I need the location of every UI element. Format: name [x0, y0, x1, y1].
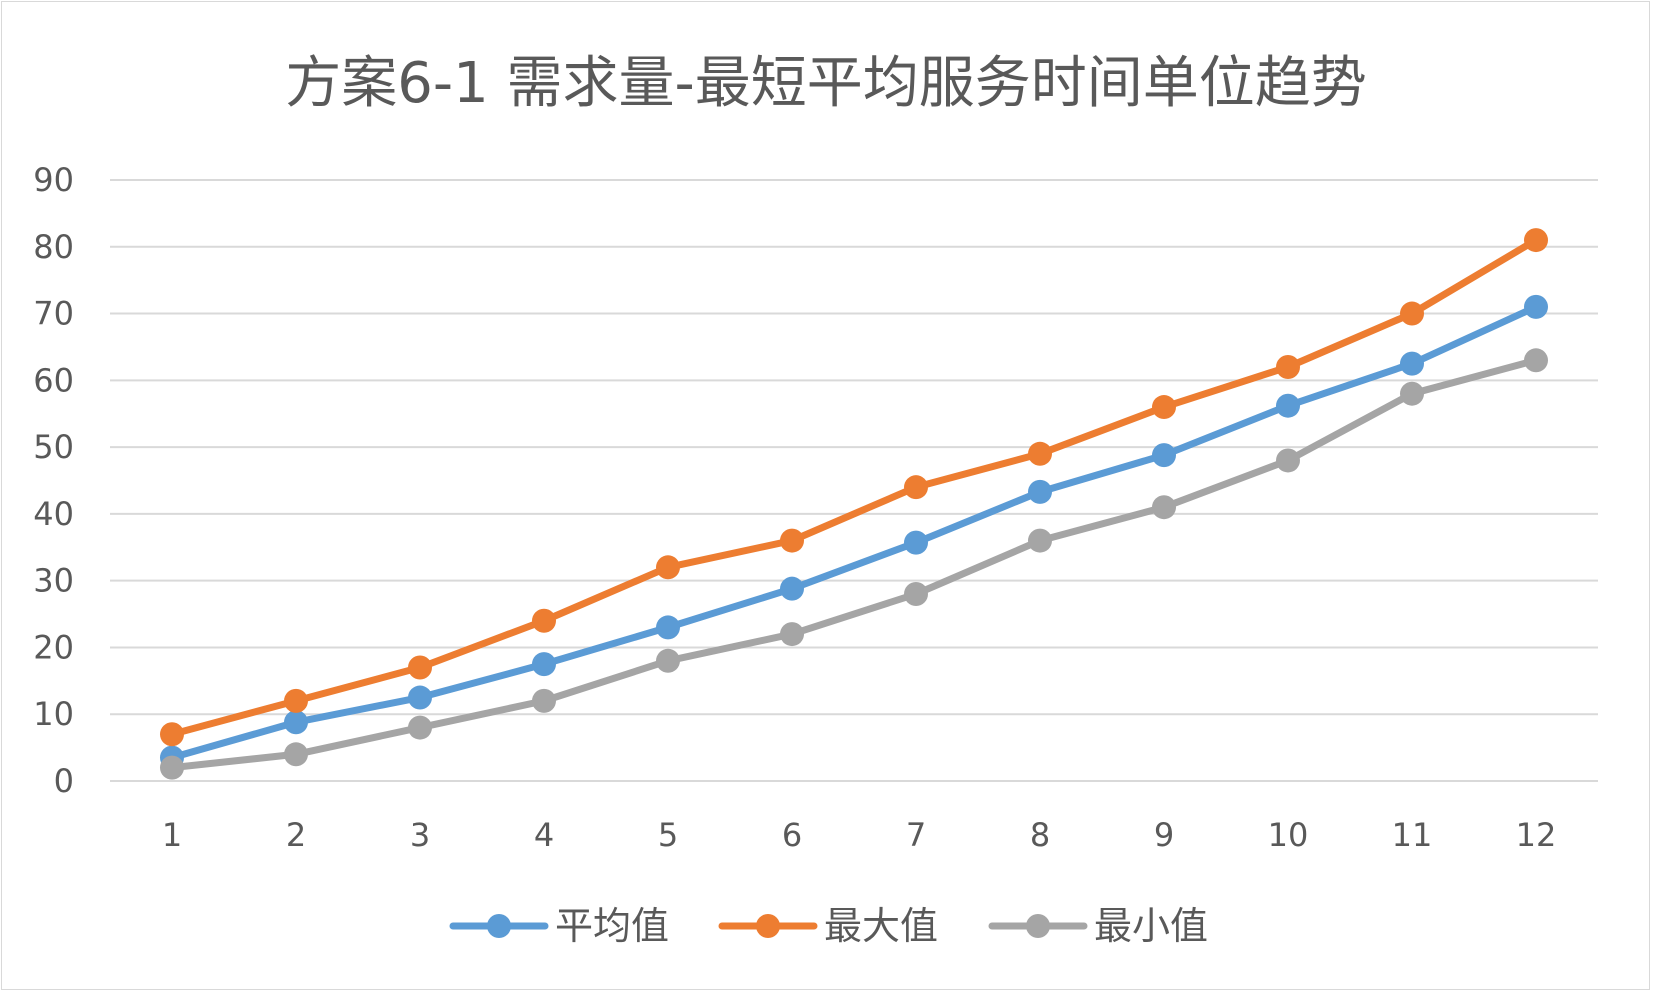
y-tick-label: 20: [33, 628, 74, 666]
y-tick-label: 30: [33, 562, 74, 600]
series-line: [168, 303, 1540, 762]
data-point: [780, 528, 804, 553]
x-tick-label: 7: [906, 816, 926, 854]
series-lines: [160, 228, 1548, 780]
data-point: [780, 576, 804, 601]
data-point: [284, 742, 308, 767]
legend-item: 最小值: [988, 904, 1208, 948]
data-point: [160, 755, 184, 780]
legend-swatch-marker: [1026, 914, 1050, 938]
y-tick-label: 40: [33, 495, 74, 533]
legend-label: 最小值: [1094, 904, 1208, 948]
y-tick-label: 80: [33, 228, 74, 266]
data-point: [1400, 351, 1424, 376]
x-tick-label: 5: [658, 816, 678, 854]
data-point: [656, 615, 680, 640]
y-tick-label: 60: [33, 361, 74, 399]
data-point: [408, 655, 432, 680]
y-tick-label: 0: [54, 762, 74, 800]
y-axis-ticks: 0 10 20 30 40 50 60 70 80 90: [33, 161, 74, 800]
data-point: [1028, 528, 1052, 553]
data-point: [532, 652, 556, 677]
series-line: [168, 236, 1540, 738]
data-point: [904, 530, 928, 555]
data-point: [160, 722, 184, 747]
data-point: [1152, 443, 1176, 468]
legend-item: 最大值: [718, 904, 938, 948]
data-point: [656, 648, 680, 673]
series-1: [160, 294, 1548, 770]
x-tick-label: 1: [162, 816, 182, 854]
data-point: [532, 608, 556, 633]
data-point: [1400, 381, 1424, 406]
data-point: [1028, 479, 1052, 504]
data-point: [1400, 301, 1424, 326]
x-tick-label: 8: [1030, 816, 1050, 854]
data-point: [1524, 294, 1548, 319]
x-axis-ticks: 1 2 3 4 5 6 7 8 9 10 11 12: [162, 816, 1557, 854]
legend-swatch-marker: [487, 914, 511, 938]
y-tick-label: 50: [33, 428, 74, 466]
data-point: [1028, 441, 1052, 466]
data-point: [904, 582, 928, 607]
legend-label: 最大值: [824, 904, 938, 948]
y-tick-label: 10: [33, 695, 74, 733]
x-tick-label: 3: [410, 816, 430, 854]
legend-item: 平均值: [449, 904, 669, 948]
series-line: [168, 356, 1540, 772]
x-tick-label: 12: [1516, 816, 1557, 854]
data-point: [532, 688, 556, 713]
x-tick-label: 9: [1154, 816, 1174, 854]
x-tick-label: 11: [1392, 816, 1433, 854]
x-tick-label: 2: [286, 816, 306, 854]
data-point: [284, 710, 308, 735]
data-point: [1276, 354, 1300, 379]
data-point: [780, 622, 804, 647]
x-tick-label: 6: [782, 816, 802, 854]
data-point: [1276, 393, 1300, 418]
data-point: [408, 715, 432, 740]
x-tick-label: 10: [1268, 816, 1309, 854]
data-point: [656, 555, 680, 580]
data-point: [1276, 448, 1300, 473]
y-tick-label: 70: [33, 295, 74, 333]
data-point: [1524, 228, 1548, 253]
x-tick-label: 4: [534, 816, 554, 854]
data-point: [408, 685, 432, 710]
y-tick-label: 90: [33, 161, 74, 199]
series-2: [160, 228, 1548, 747]
legend-swatch-marker: [756, 914, 780, 938]
data-point: [1524, 348, 1548, 373]
series-3: [160, 348, 1548, 780]
legend: 平均值 最大值 最小值: [449, 904, 1208, 948]
chart-title: 方案6-1 需求量-最短平均服务时间单位趋势: [285, 51, 1366, 116]
data-point: [284, 688, 308, 713]
data-point: [1152, 495, 1176, 520]
legend-label: 平均值: [555, 904, 669, 948]
data-point: [904, 475, 928, 500]
data-point: [1152, 395, 1176, 420]
